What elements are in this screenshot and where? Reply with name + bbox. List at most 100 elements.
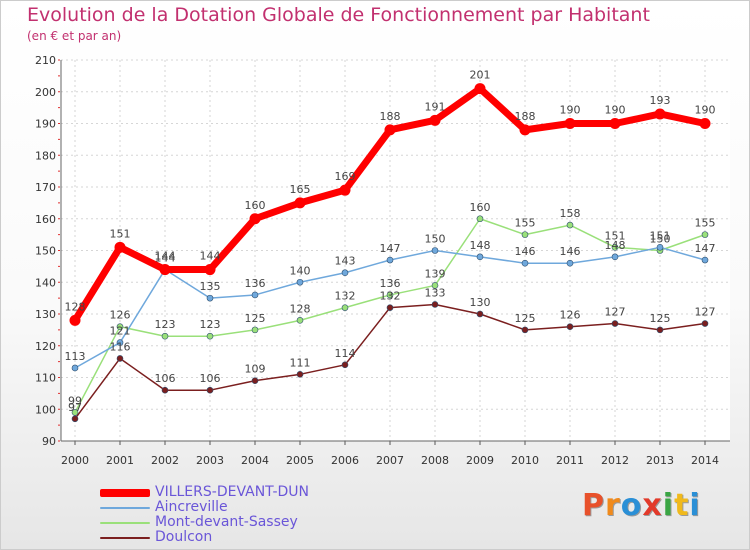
series-point <box>159 264 171 276</box>
y-tick-label: 120 <box>35 340 56 353</box>
series-point <box>161 332 169 340</box>
chart-title: Evolution de la Dotation Globale de Fonc… <box>27 4 650 26</box>
data-label: 106 <box>155 372 176 385</box>
series-point <box>476 253 484 261</box>
series-point <box>566 259 574 267</box>
data-label: 155 <box>515 217 536 230</box>
legend-swatch <box>100 507 150 509</box>
x-tick-label: 2003 <box>196 454 224 467</box>
series-point <box>251 377 259 384</box>
y-tick-label: 190 <box>35 118 56 131</box>
series-point <box>474 83 486 95</box>
chart-subtitle: (en € et par an) <box>27 29 122 43</box>
legend-swatch <box>100 489 150 497</box>
data-label: 190 <box>695 104 716 117</box>
series-point <box>341 304 349 311</box>
legend-label: Mont-devant-Sassey <box>155 514 298 530</box>
data-label: 128 <box>65 300 86 313</box>
series-point <box>251 291 259 299</box>
logo-letter: o <box>620 488 643 523</box>
x-tick-label: 2002 <box>151 454 179 467</box>
data-label: 130 <box>470 296 491 309</box>
data-label: 136 <box>380 277 401 290</box>
data-label: 121 <box>110 325 131 338</box>
series-point <box>701 256 709 264</box>
data-label: 148 <box>605 239 626 252</box>
series-point <box>206 332 214 340</box>
data-label: 144 <box>155 250 176 263</box>
y-tick-label: 140 <box>35 276 56 289</box>
data-label: 114 <box>335 347 356 360</box>
y-tick-label: 210 <box>35 54 56 67</box>
x-tick-label: 2008 <box>421 454 449 467</box>
data-label: 113 <box>65 350 86 363</box>
series-point <box>564 118 576 129</box>
series-point <box>386 256 394 264</box>
series-point <box>386 291 394 299</box>
x-tick-label: 2010 <box>511 454 539 467</box>
data-label: 190 <box>605 104 626 117</box>
series-point <box>206 294 214 302</box>
data-label: 99 <box>68 394 82 407</box>
series-point <box>476 310 484 318</box>
data-label: 109 <box>245 363 266 376</box>
logo-letter: P <box>582 488 605 523</box>
series-point <box>116 339 124 346</box>
data-label: 193 <box>650 94 671 107</box>
series-point <box>339 184 351 196</box>
data-label: 160 <box>245 199 266 212</box>
series-point <box>476 215 484 223</box>
data-label: 116 <box>110 340 131 353</box>
data-label: 126 <box>560 309 581 322</box>
legend-label: Doulcon <box>155 529 213 545</box>
series-point <box>656 326 664 334</box>
data-label: 150 <box>650 233 671 246</box>
series-point <box>69 314 81 326</box>
chart-legend: VILLERS-DEVANT-DUN Aincreville Mont-devant… <box>100 485 420 545</box>
legend-label: VILLERS-DEVANT-DUN <box>155 484 309 500</box>
legend-item: VILLERS-DEVANT-DUN <box>100 485 420 500</box>
series-point <box>566 323 574 331</box>
data-label: 158 <box>560 207 581 220</box>
y-tick-label: 130 <box>35 308 56 321</box>
y-tick-label: 100 <box>35 403 56 416</box>
series-point <box>611 253 619 261</box>
data-label: 128 <box>290 302 311 315</box>
y-tick-label: 180 <box>35 149 56 162</box>
series-point <box>341 361 349 369</box>
logo-letter: i <box>689 488 701 523</box>
x-tick-label: 2009 <box>466 454 494 467</box>
x-tick-label: 2007 <box>376 454 404 467</box>
data-label: 123 <box>155 318 176 331</box>
series-point <box>431 247 439 254</box>
data-label: 190 <box>560 104 581 117</box>
data-label: 144 <box>200 250 221 263</box>
series-point <box>204 264 216 276</box>
x-tick-label: 2001 <box>106 454 134 467</box>
legend-item: Mont-devant-Sassey <box>100 515 420 530</box>
data-label: 139 <box>425 267 446 280</box>
data-label: 150 <box>425 233 446 246</box>
series-point <box>251 326 259 334</box>
series-point <box>611 320 619 327</box>
data-label: 125 <box>245 312 266 325</box>
data-label: 126 <box>110 309 131 322</box>
data-label: 151 <box>110 227 131 240</box>
data-label: 133 <box>425 286 446 299</box>
x-tick-label: 2000 <box>61 454 89 467</box>
data-label: 127 <box>605 306 626 319</box>
logo-letter: t <box>674 488 690 523</box>
series-point <box>566 221 574 229</box>
data-label: 169 <box>335 170 356 183</box>
series-point <box>431 301 439 308</box>
data-label: 155 <box>695 217 716 230</box>
data-label: 127 <box>695 306 716 319</box>
data-label: 106 <box>200 372 221 385</box>
series-point <box>296 317 304 324</box>
data-label: 97 <box>68 401 82 414</box>
x-tick-label: 2006 <box>331 454 359 467</box>
data-label: 123 <box>200 318 221 331</box>
data-label: 132 <box>335 290 356 303</box>
series-point <box>296 278 304 286</box>
series-point <box>249 213 261 225</box>
